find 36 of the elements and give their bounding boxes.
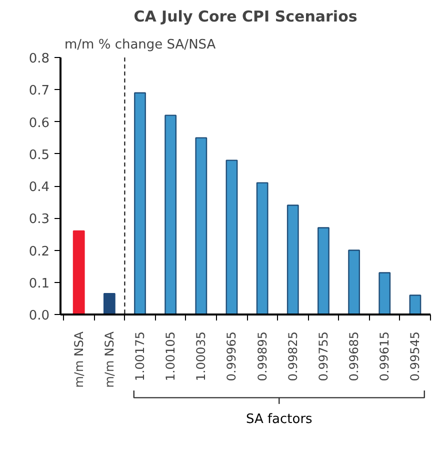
y-tick-label: 0.8 <box>28 52 50 66</box>
bar <box>348 250 360 314</box>
bar <box>318 227 330 314</box>
bar <box>195 137 208 314</box>
bar <box>134 92 146 314</box>
x-tick-label: 0.99965 <box>224 332 239 382</box>
x-tick-label: 0.99615 <box>378 332 392 382</box>
y-tick-label: 0.7 <box>28 84 50 99</box>
chart-title: CA July Core CPI Scenarios <box>134 8 358 26</box>
x-tick-label: 1.00105 <box>164 332 178 382</box>
bar <box>378 272 391 314</box>
y-tick-label: 0.3 <box>28 212 50 228</box>
bar <box>72 230 85 314</box>
y-tick-label: 0.4 <box>28 180 50 195</box>
x-tick-label: 0.99895 <box>255 332 270 382</box>
bar <box>256 182 268 314</box>
bar <box>103 293 116 314</box>
y-tick-label: 0.0 <box>28 308 50 324</box>
bar <box>286 204 299 314</box>
y-tick-label: 0.1 <box>28 276 50 292</box>
x-tick-label: m/m NSA <box>102 330 116 388</box>
x-tick-label: 0.99825 <box>286 332 300 382</box>
y-axis-title: m/m % change SA/NSA <box>64 38 216 52</box>
x-tick-label: 1.00175 <box>133 332 148 382</box>
x-tick-label: 1.00035 <box>194 332 208 382</box>
y-tick-label: 0.6 <box>28 116 50 131</box>
y-tick-label: 0.5 <box>28 148 50 163</box>
x-tick-label: 0.99685 <box>347 332 362 382</box>
bar <box>164 114 177 314</box>
text: SA factors <box>246 412 313 428</box>
bar <box>226 160 238 314</box>
bar <box>409 294 422 314</box>
x-tick-label: m/m NSA <box>72 330 86 388</box>
x-tick-label: 0.99545 <box>408 332 422 382</box>
y-tick-label: 0.2 <box>28 244 50 260</box>
x-tick-label: 0.99755 <box>316 332 330 382</box>
